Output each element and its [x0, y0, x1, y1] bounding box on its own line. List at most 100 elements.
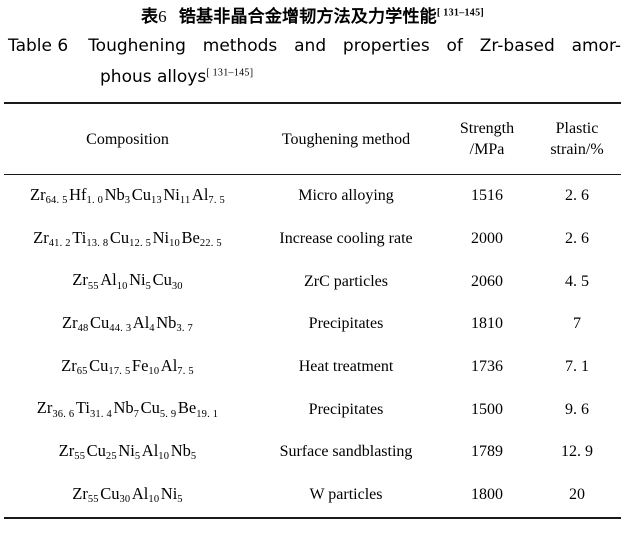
- table-row: Zr55Cu25Ni5Al10Nb5 Surface sandblasting 17…: [4, 431, 621, 474]
- table-header: Composition Toughening method Strength /…: [4, 102, 621, 175]
- formula-element: Fe10: [131, 355, 160, 378]
- cell-plastic-strain: 7. 1: [565, 358, 589, 376]
- formula-subscript: 10: [148, 366, 160, 378]
- cell-composition: Zr48Cu44. 3Al4Nb3. 7: [4, 303, 251, 346]
- table-container: Composition Toughening method Strength /…: [0, 102, 625, 519]
- formula-element: Al7. 5: [191, 184, 225, 207]
- formula-element: Al10: [100, 270, 128, 292]
- cell-strength: 1736: [471, 358, 503, 376]
- formula-element: Zr41. 2: [33, 227, 71, 250]
- formula-element: Ti31. 4: [75, 398, 112, 420]
- cell-plastic-strain: 2. 6: [565, 230, 589, 248]
- caption-english-text-line2: phous alloys: [100, 67, 207, 87]
- cell-composition: Zr55Cu30Al10Ni5: [4, 473, 251, 519]
- formula-element: Hf1. 0: [69, 184, 104, 207]
- toughening-methods-table: Composition Toughening method Strength /…: [4, 102, 621, 519]
- formula-element: Al4: [132, 312, 155, 335]
- formula-element: Zr55: [72, 483, 99, 506]
- table-row: Zr64. 5Hf1. 0Nb3Cu13Ni11Al7. 5 Micro allo…: [4, 175, 621, 218]
- formula-subscript: 7: [133, 408, 140, 420]
- column-header-method-line1: Toughening method: [281, 130, 411, 148]
- chemical-formula: Zr36. 6Ti31. 4Nb7Cu5. 9Be19. 1: [36, 398, 219, 420]
- table-row: Zr55Cu30Al10Ni5 W particles 1800 20: [4, 473, 621, 519]
- formula-subscript: 7. 5: [177, 366, 194, 378]
- formula-subscript: 7. 5: [208, 195, 225, 207]
- formula-subscript: 55: [74, 451, 86, 463]
- chemical-formula: Zr55Cu25Ni5Al10Nb5: [59, 440, 197, 463]
- formula-subscript: 10: [169, 238, 180, 250]
- cell-strength: 1810: [471, 315, 503, 333]
- formula-subscript: 19. 1: [196, 408, 219, 420]
- formula-element: Zr36. 6: [36, 398, 75, 420]
- formula-element: Ni5: [129, 270, 152, 292]
- formula-element: Al10: [131, 483, 160, 506]
- formula-element: Zr48: [62, 312, 89, 335]
- formula-element: Cu12. 5: [109, 227, 152, 250]
- formula-element: Be19. 1: [177, 398, 219, 420]
- chemical-formula: Zr64. 5Hf1. 0Nb3Cu13Ni11Al7. 5: [30, 184, 225, 207]
- formula-subscript: 5: [134, 451, 141, 463]
- cell-plastic-strain: 12. 9: [561, 443, 593, 461]
- formula-subscript: 44. 3: [109, 323, 132, 335]
- caption-english: Table 6 Toughening methods and propertie…: [0, 31, 625, 93]
- cell-toughening-method: ZrC particles: [304, 272, 388, 290]
- formula-subscript: 48: [77, 323, 89, 335]
- caption-chinese-label: 表: [140, 7, 159, 27]
- cell-composition: Zr55Al10Ni5Cu30: [4, 260, 251, 303]
- formula-element: Zr64. 5: [30, 184, 68, 207]
- formula-element: Ni11: [163, 184, 191, 207]
- caption-chinese-title: 锆基非晶合金增韧方法及力学性能: [178, 7, 437, 27]
- formula-element: Zr55: [72, 270, 99, 292]
- chemical-formula: Zr55Cu30Al10Ni5: [72, 483, 183, 506]
- cell-plastic-strain: 20: [533, 473, 621, 519]
- cell-toughening-method: Surface sandblasting: [279, 443, 413, 461]
- formula-element: Cu25: [86, 440, 117, 463]
- formula-element: Nb3. 7: [156, 312, 193, 335]
- table-row: Zr55Al10Ni5Cu30 ZrC particles 2060 4. 5: [4, 260, 621, 303]
- formula-element: Nb7: [113, 398, 140, 420]
- formula-element: Nb3: [104, 184, 131, 207]
- formula-subscript: 17. 5: [108, 366, 131, 378]
- formula-element: Ni5: [118, 440, 141, 463]
- cell-plastic-strain: 9. 6: [565, 400, 589, 418]
- column-header-method: Toughening method: [251, 102, 441, 175]
- formula-subscript: 3. 7: [176, 323, 193, 335]
- formula-subscript: 13. 8: [86, 238, 109, 250]
- formula-element: Ti13. 8: [72, 227, 109, 250]
- table-row: Zr36. 6Ti31. 4Nb7Cu5. 9Be19. 1 Precipitat…: [4, 388, 621, 431]
- formula-element: Al10: [141, 440, 170, 463]
- table-body: Zr64. 5Hf1. 0Nb3Cu13Ni11Al7. 5 Micro allo…: [4, 175, 621, 519]
- cell-toughening-method: W particles: [251, 473, 441, 519]
- formula-subscript: 13: [150, 195, 162, 207]
- cell-composition: Zr65Cu17. 5Fe10Al7. 5: [4, 346, 251, 389]
- formula-element: Cu30: [152, 270, 183, 292]
- formula-element: Cu44. 3: [90, 312, 132, 335]
- formula-subscript: 10: [158, 451, 170, 463]
- formula-element: Cu30: [100, 483, 131, 506]
- table-caption-block: 表6 锆基非晶合金增韧方法及力学性能[ 131–145] Table 6 Toug…: [0, 0, 625, 93]
- cell-composition: Zr64. 5Hf1. 0Nb3Cu13Ni11Al7. 5: [4, 175, 251, 218]
- table-row: Zr65Cu17. 5Fe10Al7. 5 Heat treatment 1736 7…: [4, 346, 621, 389]
- caption-chinese: 表6 锆基非晶合金增韧方法及力学性能[ 131–145]: [0, 0, 625, 31]
- table-row: Zr41. 2Ti13. 8Cu12. 5Ni10Be22. 5 Increase…: [4, 218, 621, 261]
- formula-subscript: 30: [171, 280, 183, 292]
- cell-strength: 1789: [471, 443, 503, 461]
- cell-plastic-strain: 2. 6: [565, 187, 589, 205]
- cell-strength: 2060: [471, 272, 503, 290]
- formula-subscript: 10: [148, 494, 160, 506]
- cell-strength: 1516: [471, 187, 503, 205]
- cell-plastic-strain: 4. 5: [565, 272, 589, 290]
- formula-subscript: 36. 6: [52, 408, 75, 420]
- formula-element: Cu5. 9: [140, 398, 177, 420]
- caption-english-citation: [ 131–145]: [206, 67, 254, 79]
- formula-subscript: 3: [124, 195, 131, 207]
- chemical-formula: Zr41. 2Ti13. 8Cu12. 5Ni10Be22. 5: [33, 227, 222, 250]
- chemical-formula: Zr48Cu44. 3Al4Nb3. 7: [62, 312, 193, 335]
- formula-subscript: 30: [119, 494, 131, 506]
- cell-plastic-strain: 7: [573, 315, 581, 333]
- formula-subscript: 5: [177, 494, 183, 506]
- formula-element: Ni5: [160, 483, 183, 506]
- cell-strength: 1800: [441, 473, 533, 519]
- formula-subscript: 65: [76, 366, 88, 378]
- formula-subscript: 11: [179, 195, 191, 207]
